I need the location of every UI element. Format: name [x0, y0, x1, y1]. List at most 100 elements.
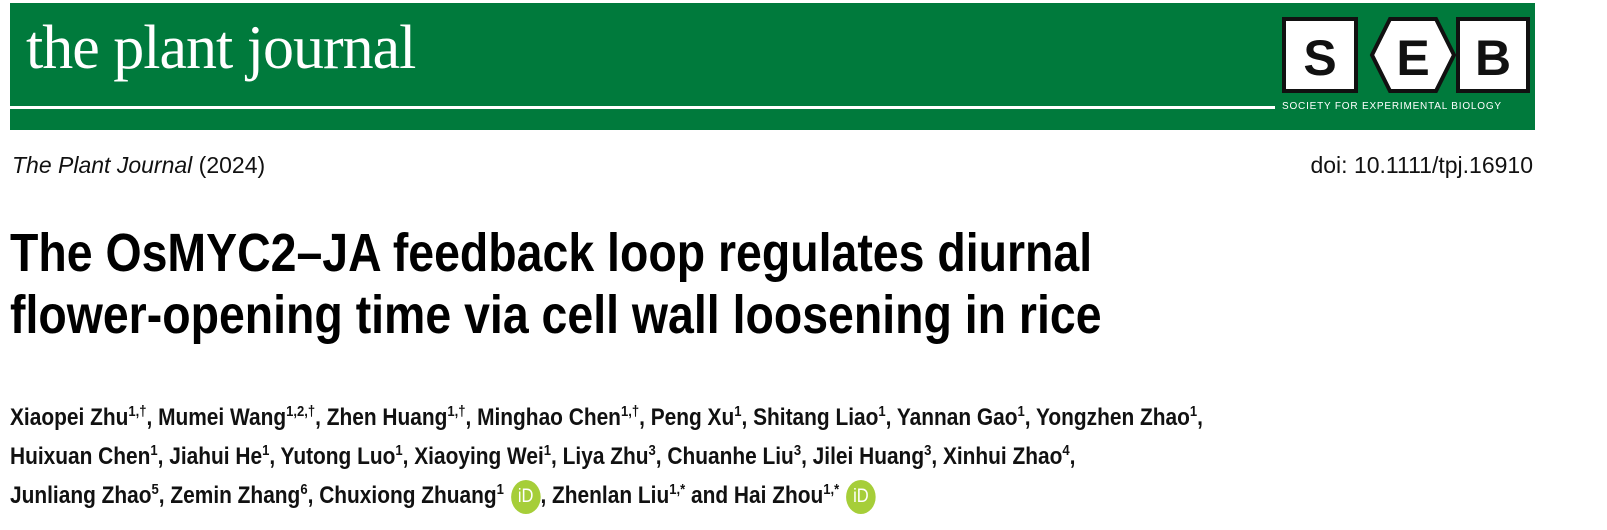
- author-line: Junliang Zhao5, Zemin Zhang6, Chuxiong Z…: [10, 476, 1203, 515]
- author: Mumei Wang1,2,†,: [158, 404, 327, 431]
- year: (2024): [198, 152, 266, 178]
- separator: ,: [639, 404, 651, 431]
- author-name: Zhenlan Liu: [552, 482, 670, 509]
- author: Peng Xu1,: [651, 404, 753, 431]
- logo-letter: B: [1475, 30, 1511, 86]
- separator: ,: [540, 482, 553, 509]
- affiliation: 1: [262, 442, 270, 459]
- separator: ,: [158, 482, 171, 509]
- author-name: Hai Zhou: [733, 482, 824, 509]
- affiliation: 3: [793, 442, 802, 459]
- author-name: Jilei Huang: [812, 443, 925, 470]
- author: Jilei Huang3,: [813, 443, 943, 470]
- author-name: Yutong Luo: [280, 443, 396, 470]
- separator: ,: [885, 404, 897, 431]
- affiliation: 5: [151, 481, 159, 498]
- affiliation: 1,†: [620, 403, 640, 420]
- author: Yutong Luo1,: [281, 443, 415, 470]
- author: Jiahui He1,: [169, 443, 280, 470]
- author: Huixuan Chen1,: [10, 443, 169, 470]
- separator: ,: [1024, 404, 1037, 431]
- separator: ,: [157, 443, 170, 470]
- separator: ,: [801, 443, 813, 470]
- separator: ,: [655, 443, 668, 470]
- affiliation: 3: [924, 442, 932, 459]
- affiliation: 1,*: [669, 481, 686, 498]
- society-logo: S E B: [1282, 17, 1530, 93]
- affiliation: 1,2,†: [286, 403, 316, 420]
- affiliation: 1: [734, 403, 742, 420]
- separator: ,: [1069, 443, 1076, 470]
- author: Yongzhen Zhao1,: [1036, 404, 1203, 431]
- affiliation: 4: [1062, 442, 1070, 459]
- affiliation: 3: [648, 442, 656, 459]
- author-name: Chuanhe Liu: [667, 443, 794, 470]
- title: The OsMYC2–JA feedback loop regulates di…: [10, 222, 1102, 346]
- author-line: Huixuan Chen1, Jiahui He1, Yutong Luo1, …: [10, 437, 1203, 476]
- author-name: Xinhui Zhao: [942, 443, 1063, 470]
- author-name: Zhen Huang: [326, 404, 448, 431]
- affiliation: 6: [300, 481, 308, 498]
- logo-letter: E: [1396, 30, 1429, 86]
- author-name: Minghao Chen: [477, 404, 621, 431]
- author: Yannan Gao1,: [897, 404, 1036, 431]
- author: Xiaopei Zhu1,†,: [10, 404, 158, 431]
- journal: The Plant Journal: [12, 152, 193, 178]
- affiliation: 1: [1189, 403, 1198, 420]
- affiliation: 1,†: [447, 403, 466, 420]
- author: Chuanhe Liu3,: [667, 443, 812, 470]
- banner-rule: [10, 106, 1275, 109]
- author: Minghao Chen1,†,: [477, 404, 651, 431]
- author: Shitang Liao1,: [753, 404, 897, 431]
- author-line: Xiaopei Zhu1,†, Mumei Wang1,2,†, Zhen Hu…: [10, 398, 1203, 437]
- separator: ,: [551, 443, 563, 470]
- affiliation: 1,*: [823, 481, 840, 498]
- separator: ,: [402, 443, 415, 470]
- author-name: Peng Xu: [650, 404, 735, 431]
- citation: The Plant Journal (2024): [12, 152, 265, 179]
- author-name: Shitang Liao: [753, 404, 879, 431]
- author-name: Jiahui He: [169, 443, 263, 470]
- author-name: Xiaoying Wei: [414, 443, 544, 470]
- affiliation: 1: [150, 442, 158, 459]
- affiliation: 1: [1017, 403, 1025, 420]
- author: Hai Zhou1,* iD: [733, 479, 876, 514]
- separator: ,: [269, 443, 281, 470]
- affiliation: 1: [496, 481, 504, 498]
- doi: doi: 10.1111/tpj.16910: [1310, 152, 1533, 178]
- author: Zhen Huang1,†,: [327, 404, 477, 431]
- author: Chuxiong Zhuang1 iD,: [319, 479, 553, 514]
- separator: ,: [307, 482, 320, 509]
- affiliation: 1: [395, 442, 403, 459]
- title-line: flower-opening time via cell wall loosen…: [10, 285, 1102, 345]
- orcid-icon: iD: [846, 479, 876, 514]
- separator: ,: [1197, 404, 1203, 431]
- banner: the plant journal S E B SOCIETY FOR EXPE…: [10, 3, 1535, 130]
- affiliation: 1: [543, 442, 552, 459]
- author-name: Yongzhen Zhao: [1036, 404, 1190, 431]
- separator: ,: [315, 404, 327, 431]
- separator: ,: [741, 404, 754, 431]
- author-name: Mumei Wang: [158, 404, 287, 431]
- separator: ,: [146, 404, 159, 431]
- affiliation: 1: [878, 403, 886, 420]
- orcid-icon: iD: [510, 479, 541, 514]
- society-name: SOCIETY FOR EXPERIMENTAL BIOLOGY: [1282, 101, 1502, 112]
- author: Xinhui Zhao4,: [943, 443, 1076, 470]
- author: Zemin Zhang6,: [170, 482, 319, 509]
- author: Liya Zhu3,: [563, 443, 668, 470]
- author: Junliang Zhao5,: [10, 482, 170, 509]
- affiliation: 1,†: [128, 403, 147, 420]
- journal-name: the plant journal: [26, 14, 416, 82]
- author: Xiaoying Wei1,: [414, 443, 562, 470]
- author-name: Junliang Zhao: [10, 482, 152, 509]
- author: Zhenlan Liu1,* and: [552, 482, 734, 509]
- separator: ,: [931, 443, 943, 470]
- logo-letter: S: [1303, 30, 1336, 86]
- author-name: Chuxiong Zhuang: [319, 482, 497, 509]
- separator: and: [685, 482, 734, 509]
- author-name: Zemin Zhang: [170, 482, 301, 509]
- title-line: The OsMYC2–JA feedback loop regulates di…: [10, 223, 1093, 283]
- author-name: Liya Zhu: [562, 443, 649, 470]
